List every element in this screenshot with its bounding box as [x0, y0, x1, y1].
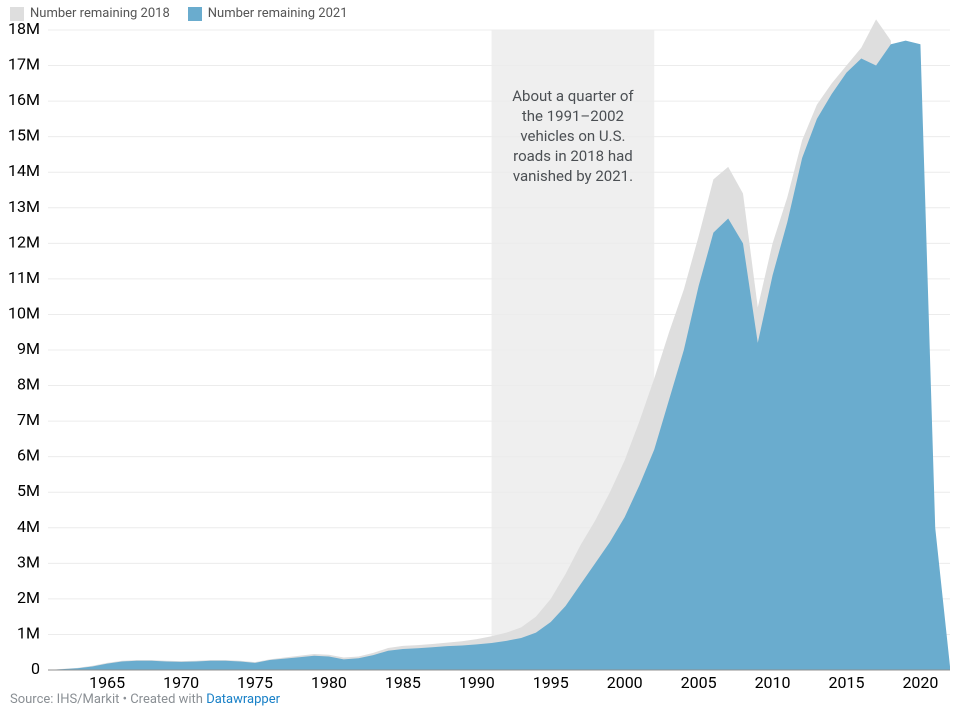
source-prefix: Source: IHS/Markit • Created with [10, 692, 206, 707]
x-tick-label: 1965 [89, 673, 125, 692]
x-tick-label: 1985 [385, 673, 421, 692]
annotation-text: vanished by 2021. [513, 167, 633, 185]
x-tick-label: 1995 [533, 673, 569, 692]
x-tick-label: 2010 [755, 673, 791, 692]
legend-label-2018: Number remaining 2018 [30, 6, 170, 21]
datawrapper-link[interactable]: Datawrapper [206, 692, 280, 707]
y-tick-label: 7M [17, 410, 40, 429]
y-tick-label: 1M [17, 623, 40, 642]
y-tick-label: 3M [17, 552, 40, 571]
legend-item-2018: Number remaining 2018 [10, 6, 170, 21]
y-tick-label: 0 [31, 659, 40, 678]
x-tick-label: 2000 [607, 673, 643, 692]
legend-swatch-2018 [10, 7, 24, 21]
y-tick-label: 9M [17, 339, 40, 358]
y-tick-label: 2M [17, 588, 40, 607]
y-tick-label: 12M [8, 232, 40, 251]
x-tick-label: 1970 [163, 673, 199, 692]
legend-swatch-2021 [188, 7, 202, 21]
x-tick-label: 2020 [902, 673, 938, 692]
legend-label-2021: Number remaining 2021 [208, 6, 348, 21]
y-tick-label: 8M [17, 375, 40, 394]
source-line: Source: IHS/Markit • Created with Datawr… [10, 692, 280, 707]
y-tick-label: 16M [8, 90, 40, 109]
legend-item-2021: Number remaining 2021 [188, 6, 348, 21]
annotation-text: vehicles on U.S. [520, 127, 625, 145]
annotation-text: the 1991–2002 [522, 107, 624, 125]
y-tick-label: 18M [8, 19, 40, 38]
annotation-text: About a quarter of [512, 87, 634, 105]
chart-legend: Number remaining 2018 Number remaining 2… [10, 6, 348, 21]
area-chart: 0 1M 2M 3M 4M 5M 6M 7M 8M 9M 10M 11M 12M 13M 14M 15M 16M… [0, 0, 960, 717]
y-tick-label: 11M [8, 268, 40, 287]
y-tick-label: 6M [17, 446, 40, 465]
y-tick-label: 17M [8, 55, 40, 74]
y-tick-label: 13M [8, 197, 40, 216]
y-tick-label: 15M [8, 126, 40, 145]
y-tick-label: 10M [8, 303, 40, 322]
x-tick-label: 2015 [829, 673, 865, 692]
annotation-text: roads in 2018 had [513, 147, 633, 165]
x-tick-label: 1990 [459, 673, 495, 692]
y-tick-label: 4M [17, 517, 40, 536]
y-tick-label: 5M [17, 481, 40, 500]
x-tick-label: 1975 [237, 673, 273, 692]
x-tick-label: 2005 [681, 673, 717, 692]
y-tick-label: 14M [8, 161, 40, 180]
x-tick-label: 1980 [311, 673, 347, 692]
